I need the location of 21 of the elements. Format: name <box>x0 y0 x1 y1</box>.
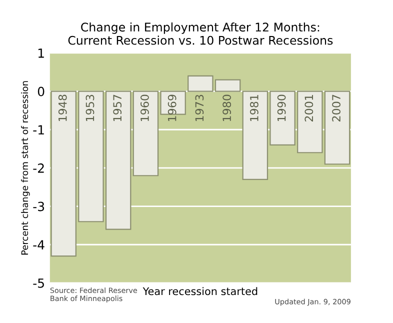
y-tick-label: -2 <box>33 163 44 173</box>
x-tick-label: 1973 <box>195 94 204 122</box>
y-tick-label: 0 <box>38 86 44 96</box>
x-tick-label: 2001 <box>304 95 314 122</box>
x-tick-label: 1981 <box>250 95 258 122</box>
y-tick-label: -1 <box>33 125 44 134</box>
x-axis-title: Year recession started <box>142 287 258 296</box>
x-tick-label: 1990 <box>277 94 286 122</box>
x-tick-label: 1957 <box>113 94 122 122</box>
y-tick-label: -3 <box>33 202 44 212</box>
x-tick-label: 1980 <box>222 94 232 122</box>
y-tick-label: -4 <box>33 240 44 250</box>
x-tick-label: 1948 <box>58 94 67 122</box>
y-axis-title: Percent change from start of recession <box>21 81 30 255</box>
x-tick-label: 1969 <box>168 94 176 122</box>
x-tick-label: 2007 <box>332 94 340 122</box>
x-tick-label: 1953 <box>86 94 94 122</box>
chart-title: Change in Employment After 12 Months: Current Recession vs. 10 Postwar Recessions <box>68 22 333 45</box>
y-tick-label: -5 <box>33 278 44 288</box>
x-tick-label: 1960 <box>140 94 149 122</box>
y-tick-label: 1 <box>38 48 44 58</box>
